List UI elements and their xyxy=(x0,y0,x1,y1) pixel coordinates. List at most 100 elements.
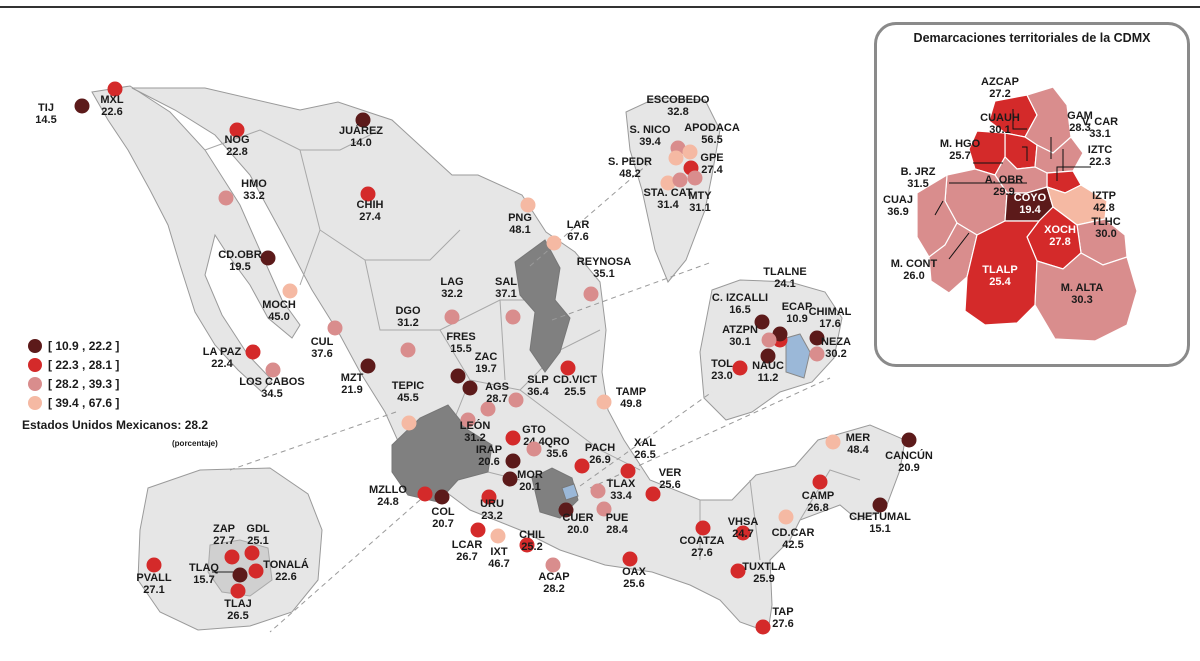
cdmx-district-label: TLHC 30.0 xyxy=(1091,216,1120,240)
city-marker xyxy=(761,332,777,348)
national-value-label: Estados Unidos Mexicanos: 28.2 xyxy=(22,418,209,432)
city-code: CANCÚN xyxy=(885,450,933,462)
city-code: TLAX xyxy=(606,478,636,490)
city-code: COATZA xyxy=(679,535,725,547)
city-value: 25.6 xyxy=(659,479,681,491)
city-label: PVALL 27.1 xyxy=(136,572,171,596)
city-label: TAMP 49.8 xyxy=(616,386,646,410)
city-label: TLAQ 15.7 xyxy=(189,562,219,586)
district-code: AZCAP xyxy=(981,76,1019,88)
city-marker xyxy=(735,525,751,541)
baja-california-shape xyxy=(91,85,301,393)
city-marker xyxy=(660,175,676,191)
city-value: 31.2 xyxy=(464,432,486,444)
city-value: 14.5 xyxy=(35,114,57,126)
city-marker xyxy=(282,283,298,299)
city-label: TOL 23.0 xyxy=(711,358,733,382)
nuevo-leon-shape xyxy=(514,239,571,373)
city-code: COL xyxy=(431,506,455,518)
district-value: 27.2 xyxy=(989,88,1011,100)
city-label: NAUC 11.2 xyxy=(752,360,784,384)
city-code: LCAR xyxy=(451,539,483,551)
city-marker xyxy=(901,432,917,448)
district-code: M. CONT xyxy=(890,258,938,270)
city-marker xyxy=(778,509,794,525)
city-code: CD.VICT xyxy=(553,374,597,386)
city-label: LAR 67.6 xyxy=(567,219,590,243)
city-label: XAL 26.5 xyxy=(634,437,656,461)
city-value: 31.2 xyxy=(397,317,419,329)
city-value: 49.8 xyxy=(620,398,642,410)
legend-label: [ 39.4 , 67.6 ] xyxy=(48,395,120,410)
city-marker xyxy=(481,489,497,505)
cdmx-small-shape xyxy=(561,483,579,501)
city-code: DGO xyxy=(395,305,421,317)
cdmx-district-label: GAM 28.3 xyxy=(1067,110,1093,134)
city-code: NAUC xyxy=(752,360,784,372)
cdmx-map xyxy=(916,86,1138,342)
city-value: 33.4 xyxy=(610,490,632,502)
city-marker xyxy=(672,172,688,188)
cdmx-district-label: COYO 19.4 xyxy=(1014,192,1046,216)
city-value: 56.5 xyxy=(701,134,723,146)
district-code: XOCH xyxy=(1044,224,1076,236)
city-marker xyxy=(508,392,524,408)
city-code: AGS xyxy=(485,381,509,393)
city-marker xyxy=(558,502,574,518)
city-code: MTY xyxy=(688,190,712,202)
cdmx-district-label: A. OBR 29.9 xyxy=(985,174,1024,198)
city-marker xyxy=(444,309,460,325)
city-marker xyxy=(505,309,521,325)
city-value: 35.6 xyxy=(546,448,568,460)
city-marker xyxy=(450,368,466,384)
city-code: FRES xyxy=(446,331,476,343)
district-code: CUAJ xyxy=(883,194,913,206)
city-code: CHIL xyxy=(519,529,545,541)
city-code: OAX xyxy=(622,566,646,578)
city-code: CD.CAR xyxy=(771,527,815,539)
city-value: 30.1 xyxy=(729,336,751,348)
legend-row: [ 39.4 , 67.6 ] xyxy=(28,393,119,412)
city-label: ESCOBEDO 32.8 xyxy=(647,94,710,118)
city-code: TLALNE xyxy=(763,266,807,278)
city-value: 15.1 xyxy=(869,523,891,535)
city-marker xyxy=(825,434,841,450)
city-label: URU 23.2 xyxy=(480,498,504,522)
city-label: MZLLO 24.8 xyxy=(369,484,407,508)
city-marker xyxy=(519,537,535,553)
city-value: 31.1 xyxy=(689,202,711,214)
city-value: 34.5 xyxy=(261,388,283,400)
legend-row: [ 22.3 , 28.1 ] xyxy=(28,355,119,374)
city-label: NOG 22.8 xyxy=(224,134,249,158)
city-value: 20.9 xyxy=(898,462,920,474)
city-value: 22.6 xyxy=(101,106,123,118)
city-value: 67.6 xyxy=(567,231,589,243)
city-value: 31.4 xyxy=(657,199,679,211)
legend-label: [ 10.9 , 22.2 ] xyxy=(48,338,120,353)
district-value: 30.0 xyxy=(1095,228,1117,240)
district-value: 27.8 xyxy=(1049,236,1071,248)
city-label: CUER 20.0 xyxy=(562,512,593,536)
city-value: 15.5 xyxy=(450,343,472,355)
district-code: GAM xyxy=(1067,110,1093,122)
city-label: SLP 36.4 xyxy=(527,374,548,398)
city-code: ZAC xyxy=(474,351,498,363)
city-value: 26.9 xyxy=(589,454,611,466)
city-marker xyxy=(872,497,888,513)
city-marker xyxy=(809,346,825,362)
city-marker xyxy=(434,489,450,505)
city-marker xyxy=(107,81,123,97)
city-value: 48.1 xyxy=(509,224,531,236)
city-code: REYNOSA xyxy=(576,256,632,268)
legend-swatch xyxy=(28,376,42,391)
city-code: XAL xyxy=(634,437,656,449)
city-value: 46.7 xyxy=(488,558,510,570)
city-label: S. NICO 39.4 xyxy=(630,124,671,148)
city-label: CHIL 25.2 xyxy=(519,529,545,553)
city-value: 26.7 xyxy=(456,551,478,563)
city-marker xyxy=(645,486,661,502)
city-value: 20.6 xyxy=(478,456,500,468)
city-code: ACAP xyxy=(538,571,570,583)
city-label: STA. CAT 31.4 xyxy=(643,187,692,211)
